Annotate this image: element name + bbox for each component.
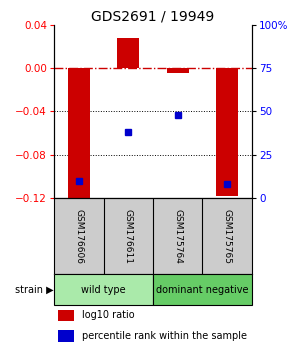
Bar [167, 68, 189, 74]
Title: GDS2691 / 19949: GDS2691 / 19949 [92, 10, 214, 24]
Text: wild type: wild type [81, 285, 126, 295]
Text: log10 ratio: log10 ratio [82, 310, 134, 320]
Bar [58, 330, 74, 342]
Bar [68, 68, 90, 200]
Text: GSM176606: GSM176606 [74, 209, 83, 264]
Bar [117, 38, 140, 68]
Text: GSM176611: GSM176611 [124, 209, 133, 264]
Bar [58, 309, 74, 321]
Text: GSM175765: GSM175765 [223, 209, 232, 264]
Text: GSM175764: GSM175764 [173, 209, 182, 263]
Bar [54, 274, 153, 306]
Bar [216, 68, 239, 196]
Text: percentile rank within the sample: percentile rank within the sample [82, 331, 247, 341]
Text: strain ▶: strain ▶ [15, 285, 54, 295]
Bar [153, 274, 252, 306]
Text: dominant negative: dominant negative [156, 285, 249, 295]
